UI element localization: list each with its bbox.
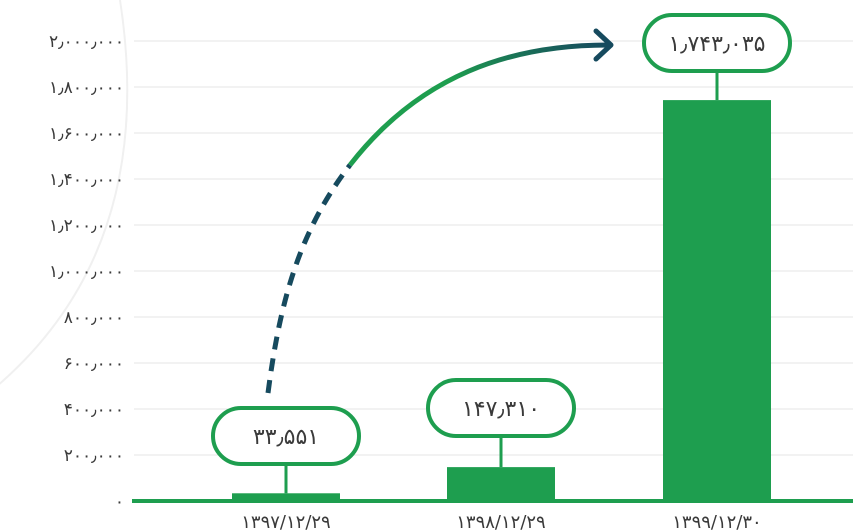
growth-arrow-curve xyxy=(348,42,609,167)
bar xyxy=(663,100,771,501)
bar xyxy=(232,493,340,501)
background-decoration xyxy=(0,0,129,385)
y-tick-label: ۱٫۸۰۰٫۰۰۰ xyxy=(49,78,124,98)
y-tick-label: ۱٫۶۰۰٫۰۰۰ xyxy=(49,124,124,144)
y-tick-label: ۱٫۰۰۰٫۰۰۰ xyxy=(49,262,124,282)
bar xyxy=(447,467,555,501)
x-tick-label: ۱۳۹۸/۱۲/۲۹ xyxy=(456,512,545,530)
y-axis-ticks: ۰ ۲۰۰٫۰۰۰ ۴۰۰٫۰۰۰ ۶۰۰٫۰۰۰ ۸۰۰٫۰۰۰ ۱٫۰۰۰٫۰۰۰ ۱٫… xyxy=(49,32,124,512)
growth-arrow-dashed xyxy=(265,163,352,394)
x-tick-label: ۱۳۹۹/۱۲/۳۰ xyxy=(672,512,761,530)
y-tick-label: ۲۰۰٫۰۰۰ xyxy=(64,446,124,466)
data-label-pill xyxy=(642,13,792,73)
y-tick-label: ۱٫۲۰۰٫۰۰۰ xyxy=(49,216,124,236)
data-label: ۳۳٫۵۵۱ xyxy=(253,425,319,450)
y-tick-label: ۴۰۰٫۰۰۰ xyxy=(64,400,124,420)
data-label: ۱٫۷۴۳٫۰۳۵ xyxy=(668,32,765,57)
data-label-pill xyxy=(426,378,576,438)
y-tick-label: ۸۰۰٫۰۰۰ xyxy=(64,308,124,328)
bars: ۳۳٫۵۵۱ ۱۴۷٫۳۱۰ ۱٫۷۴۳٫۰۳۵ xyxy=(211,13,792,501)
data-label: ۱۴۷٫۳۱۰ xyxy=(462,397,540,422)
y-tick-label: ۲٫۰۰۰٫۰۰۰ xyxy=(49,32,124,52)
y-tick-label: ۰ xyxy=(115,492,124,512)
x-tick-label: ۱۳۹۷/۱۲/۲۹ xyxy=(241,512,330,530)
y-tick-label: ۱٫۴۰۰٫۰۰۰ xyxy=(49,170,124,190)
data-label-pill xyxy=(211,406,361,466)
growth-arrow-head xyxy=(593,28,614,62)
y-tick-label: ۶۰۰٫۰۰۰ xyxy=(64,354,124,374)
x-axis-ticks: ۱۳۹۷/۱۲/۲۹ ۱۳۹۸/۱۲/۲۹ ۱۳۹۹/۱۲/۳۰ xyxy=(241,512,761,530)
